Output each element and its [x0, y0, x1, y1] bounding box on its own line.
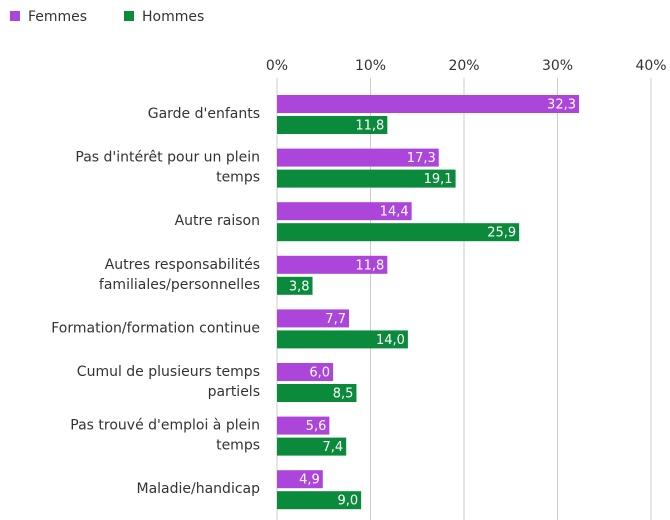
- value-label: 3,8: [289, 279, 310, 294]
- legend-swatch: [10, 11, 20, 21]
- bar: [277, 309, 349, 328]
- bar: [277, 95, 580, 113]
- category-label: Formation/formation continue: [51, 320, 260, 336]
- value-label: 14,4: [380, 205, 409, 220]
- bar: [277, 255, 388, 274]
- x-tick-label: 20%: [448, 58, 479, 74]
- bar: [277, 384, 357, 402]
- bar: [277, 223, 520, 242]
- x-tick-label: 30%: [542, 58, 573, 74]
- bar: [277, 491, 362, 510]
- value-label: 14,0: [376, 333, 405, 348]
- category-label: Pas trouvé d'emploi à plein temps: [70, 418, 260, 454]
- x-tick-label: 40%: [635, 58, 666, 74]
- bar: [277, 416, 330, 435]
- value-label: 25,9: [487, 226, 516, 241]
- category-label: Maladie/handicap: [137, 481, 261, 497]
- bar: [277, 363, 334, 381]
- x-tick-label: 10%: [355, 58, 386, 74]
- value-label: 8,5: [333, 387, 354, 402]
- value-label: 7,7: [325, 312, 346, 327]
- category-label: Cumul de plusieurs temps partiels: [77, 364, 260, 400]
- bar: [277, 330, 408, 349]
- value-label: 11,8: [355, 258, 384, 273]
- category-label: Autre raison: [175, 213, 260, 229]
- bar: [277, 169, 456, 188]
- value-label: 6,0: [309, 366, 330, 381]
- bar: [277, 437, 347, 456]
- bar: [277, 470, 323, 489]
- bar: [277, 202, 412, 221]
- value-label: 5,6: [306, 419, 327, 434]
- category-label: Garde d'enfants: [148, 106, 260, 122]
- legend-swatch: [124, 11, 134, 21]
- category-label: Pas d'intérêt pour un plein temps: [75, 150, 260, 186]
- category-label: Autres responsabilités familiales/personn…: [99, 257, 260, 293]
- legend-label: Hommes: [142, 9, 204, 25]
- legend-label: Femmes: [28, 9, 87, 25]
- value-label: 32,3: [547, 98, 576, 113]
- bar: [277, 276, 313, 295]
- value-label: 9,0: [337, 494, 358, 509]
- value-label: 4,9: [299, 473, 320, 488]
- value-label: 17,3: [407, 151, 436, 166]
- value-label: 7,4: [323, 440, 344, 455]
- x-tick-label: 0%: [266, 58, 288, 74]
- bar: [277, 148, 439, 167]
- value-label: 19,1: [424, 172, 453, 187]
- value-label: 11,8: [355, 119, 384, 134]
- bar: [277, 116, 388, 134]
